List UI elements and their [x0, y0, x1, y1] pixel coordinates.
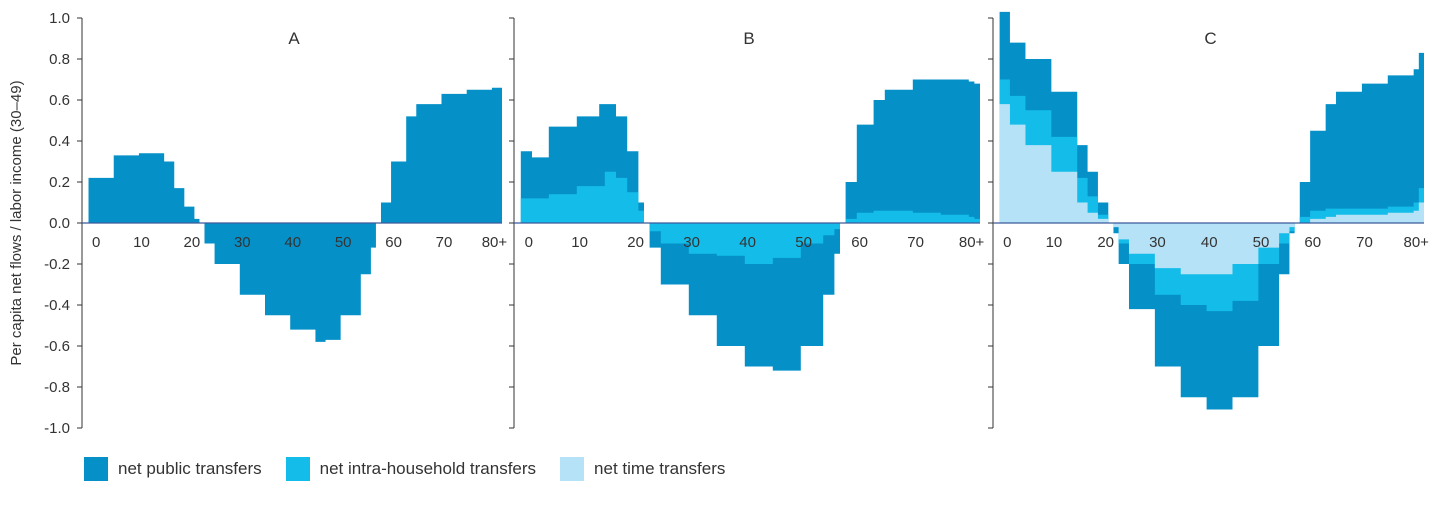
area-net-intra-household-transfers: [520, 171, 980, 264]
x-tick-label: 0: [1003, 234, 1011, 251]
y-tick-label: 0.4: [49, 133, 70, 150]
x-tick-label: 60: [851, 234, 868, 251]
x-tick-label: 60: [385, 234, 402, 251]
x-tick-label: 70: [1356, 234, 1373, 251]
panel-a: 0 10 20 30 40 50 60 70 80+ A: [77, 17, 508, 429]
legend-swatch-intra-household: [285, 457, 310, 481]
x-tick-label: 40: [284, 234, 301, 251]
x-tick-label: 40: [1201, 234, 1218, 251]
x-tick-label: 50: [795, 234, 812, 251]
x-tick-label: 80+: [959, 234, 985, 251]
x-tick-label: 20: [184, 234, 201, 251]
legend-label-time: net time transfers: [594, 459, 726, 478]
x-tick-label: 10: [1046, 234, 1063, 251]
x-tick-label: 30: [1149, 234, 1166, 251]
y-tick-label: -0.2: [44, 256, 70, 273]
x-tick-label: 10: [571, 234, 588, 251]
area-net-time-transfers: [999, 104, 1424, 275]
x-tick-label: 20: [1097, 234, 1114, 251]
x-tick-label: 0: [92, 234, 100, 251]
panel-title: A: [288, 29, 300, 48]
y-tick-label: -0.8: [44, 379, 70, 396]
y-tick-label: -1.0: [44, 420, 70, 437]
x-tick-label: 70: [436, 234, 453, 251]
y-tick-label: -0.4: [44, 297, 70, 314]
legend-label-intra-household: net intra-household transfers: [319, 459, 537, 478]
x-tick-label: 60: [1304, 234, 1321, 251]
legend: net public transfers net intra-household…: [84, 456, 749, 482]
x-tick-label: 50: [335, 234, 352, 251]
x-tick-label: 30: [234, 234, 251, 251]
legend-item-intra-household: net intra-household transfers: [285, 457, 537, 481]
y-tick-label: 0.2: [49, 174, 70, 191]
y-tick-label: 0.0: [49, 215, 70, 232]
x-tick-label: 10: [133, 234, 150, 251]
legend-swatch-time: [560, 457, 585, 481]
area-net-public-transfers: [88, 87, 502, 342]
y-tick-label: 0.8: [49, 51, 70, 68]
legend-item-time: net time transfers: [560, 457, 725, 481]
panel-title: B: [743, 29, 754, 48]
panel-title: C: [1204, 29, 1216, 48]
x-tick-label: 80+: [1404, 234, 1430, 251]
legend-label-public: net public transfers: [118, 459, 262, 478]
y-tick-label: 1.0: [49, 10, 70, 27]
x-tick-label: 20: [627, 234, 644, 251]
y-axis-title: Per capita net flows / labor income (30–…: [8, 80, 25, 365]
x-tick-label: 50: [1253, 234, 1270, 251]
x-tick-label: 70: [907, 234, 924, 251]
x-tick-label: 80+: [482, 234, 508, 251]
y-tick-label: -0.6: [44, 338, 70, 355]
panel-c: 0 10 20 30 40 50 60 70 80+ C: [988, 11, 1430, 429]
panel-b: 0 10 20 30 40 50 60 70 80+ B: [509, 17, 985, 429]
y-tick-label: 0.6: [49, 92, 70, 109]
x-tick-label: 40: [739, 234, 756, 251]
legend-swatch-public: [84, 457, 108, 481]
x-tick-label: 0: [525, 234, 533, 251]
legend-item-public: net public transfers: [84, 457, 262, 481]
x-tick-label: 30: [683, 234, 700, 251]
